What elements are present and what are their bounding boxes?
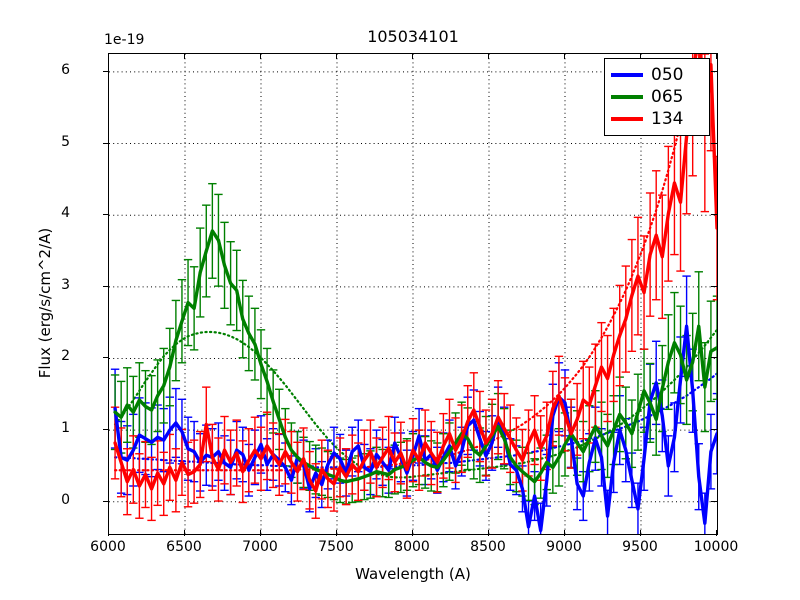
x-tick-mark-top <box>108 53 109 59</box>
x-axis-label: Wavelength (A) <box>355 565 471 583</box>
x-tick-mark-top <box>412 53 413 59</box>
y-tick-mark <box>103 285 109 287</box>
y-tick-mark <box>103 429 109 431</box>
x-tick-mark <box>108 530 109 536</box>
x-tick-mark <box>488 530 489 536</box>
legend-label: 065 <box>651 86 684 107</box>
y-axis-label: Flux (erg/s/cm^2/A) <box>36 227 54 379</box>
x-tick-mark <box>640 530 641 536</box>
y-tick-label: 0 <box>61 491 70 508</box>
y-axis-offset-text: 1e-19 <box>104 32 145 48</box>
legend-item-065[interactable]: 065 <box>611 86 703 108</box>
y-tick-mark <box>103 357 109 359</box>
y-tick-label: 3 <box>61 276 70 293</box>
y-tick-label: 5 <box>61 133 70 150</box>
y-tick-mark-right <box>711 285 717 287</box>
x-tick-label: 7500 <box>318 539 354 555</box>
y-tick-label: 1 <box>61 420 70 437</box>
x-tick-mark-top <box>716 53 717 59</box>
y-tick-mark-right <box>711 142 717 144</box>
chart-title: 105034101 <box>367 27 459 46</box>
x-tick-mark-top <box>640 53 641 59</box>
data-lines <box>113 54 717 533</box>
y-tick-mark-right <box>711 357 717 359</box>
x-tick-mark-top <box>184 53 185 59</box>
legend[interactable]: 050 065 134 <box>604 58 710 136</box>
y-tick-mark <box>103 70 109 72</box>
y-tick-mark <box>103 500 109 502</box>
y-tick-label: 6 <box>61 61 70 78</box>
x-tick-label: 9000 <box>546 539 582 555</box>
x-tick-mark <box>336 530 337 536</box>
x-tick-label: 8500 <box>470 539 506 555</box>
x-tick-label: 10000 <box>693 539 739 555</box>
legend-swatch-134 <box>611 117 643 121</box>
legend-label: 134 <box>651 108 684 129</box>
x-tick-mark <box>716 530 717 536</box>
legend-item-050[interactable]: 050 <box>611 64 703 86</box>
y-tick-mark-right <box>711 70 717 72</box>
y-tick-mark <box>103 214 109 216</box>
legend-item-134[interactable]: 134 <box>611 108 703 130</box>
x-tick-label: 6000 <box>90 539 126 555</box>
legend-label: 050 <box>651 64 684 85</box>
x-tick-label: 9500 <box>622 539 658 555</box>
data-clip-layer <box>109 54 717 534</box>
x-tick-label: 7000 <box>242 539 278 555</box>
chart-svg <box>109 54 717 534</box>
y-tick-mark-right <box>711 500 717 502</box>
x-tick-mark <box>260 530 261 536</box>
x-tick-mark <box>184 530 185 536</box>
y-tick-label: 4 <box>61 205 70 222</box>
legend-swatch-065 <box>611 95 643 99</box>
plot-area <box>108 53 718 535</box>
x-tick-label: 6500 <box>166 539 202 555</box>
legend-swatch-050 <box>611 73 643 77</box>
x-tick-mark-top <box>260 53 261 59</box>
gridlines <box>109 54 717 534</box>
x-tick-mark-top <box>488 53 489 59</box>
y-tick-label: 2 <box>61 348 70 365</box>
x-tick-mark <box>412 530 413 536</box>
y-tick-mark-right <box>711 429 717 431</box>
x-tick-mark-top <box>564 53 565 59</box>
x-tick-mark <box>564 530 565 536</box>
y-tick-mark <box>103 142 109 144</box>
x-tick-mark-top <box>336 53 337 59</box>
x-tick-label: 8000 <box>394 539 430 555</box>
y-tick-mark-right <box>711 214 717 216</box>
